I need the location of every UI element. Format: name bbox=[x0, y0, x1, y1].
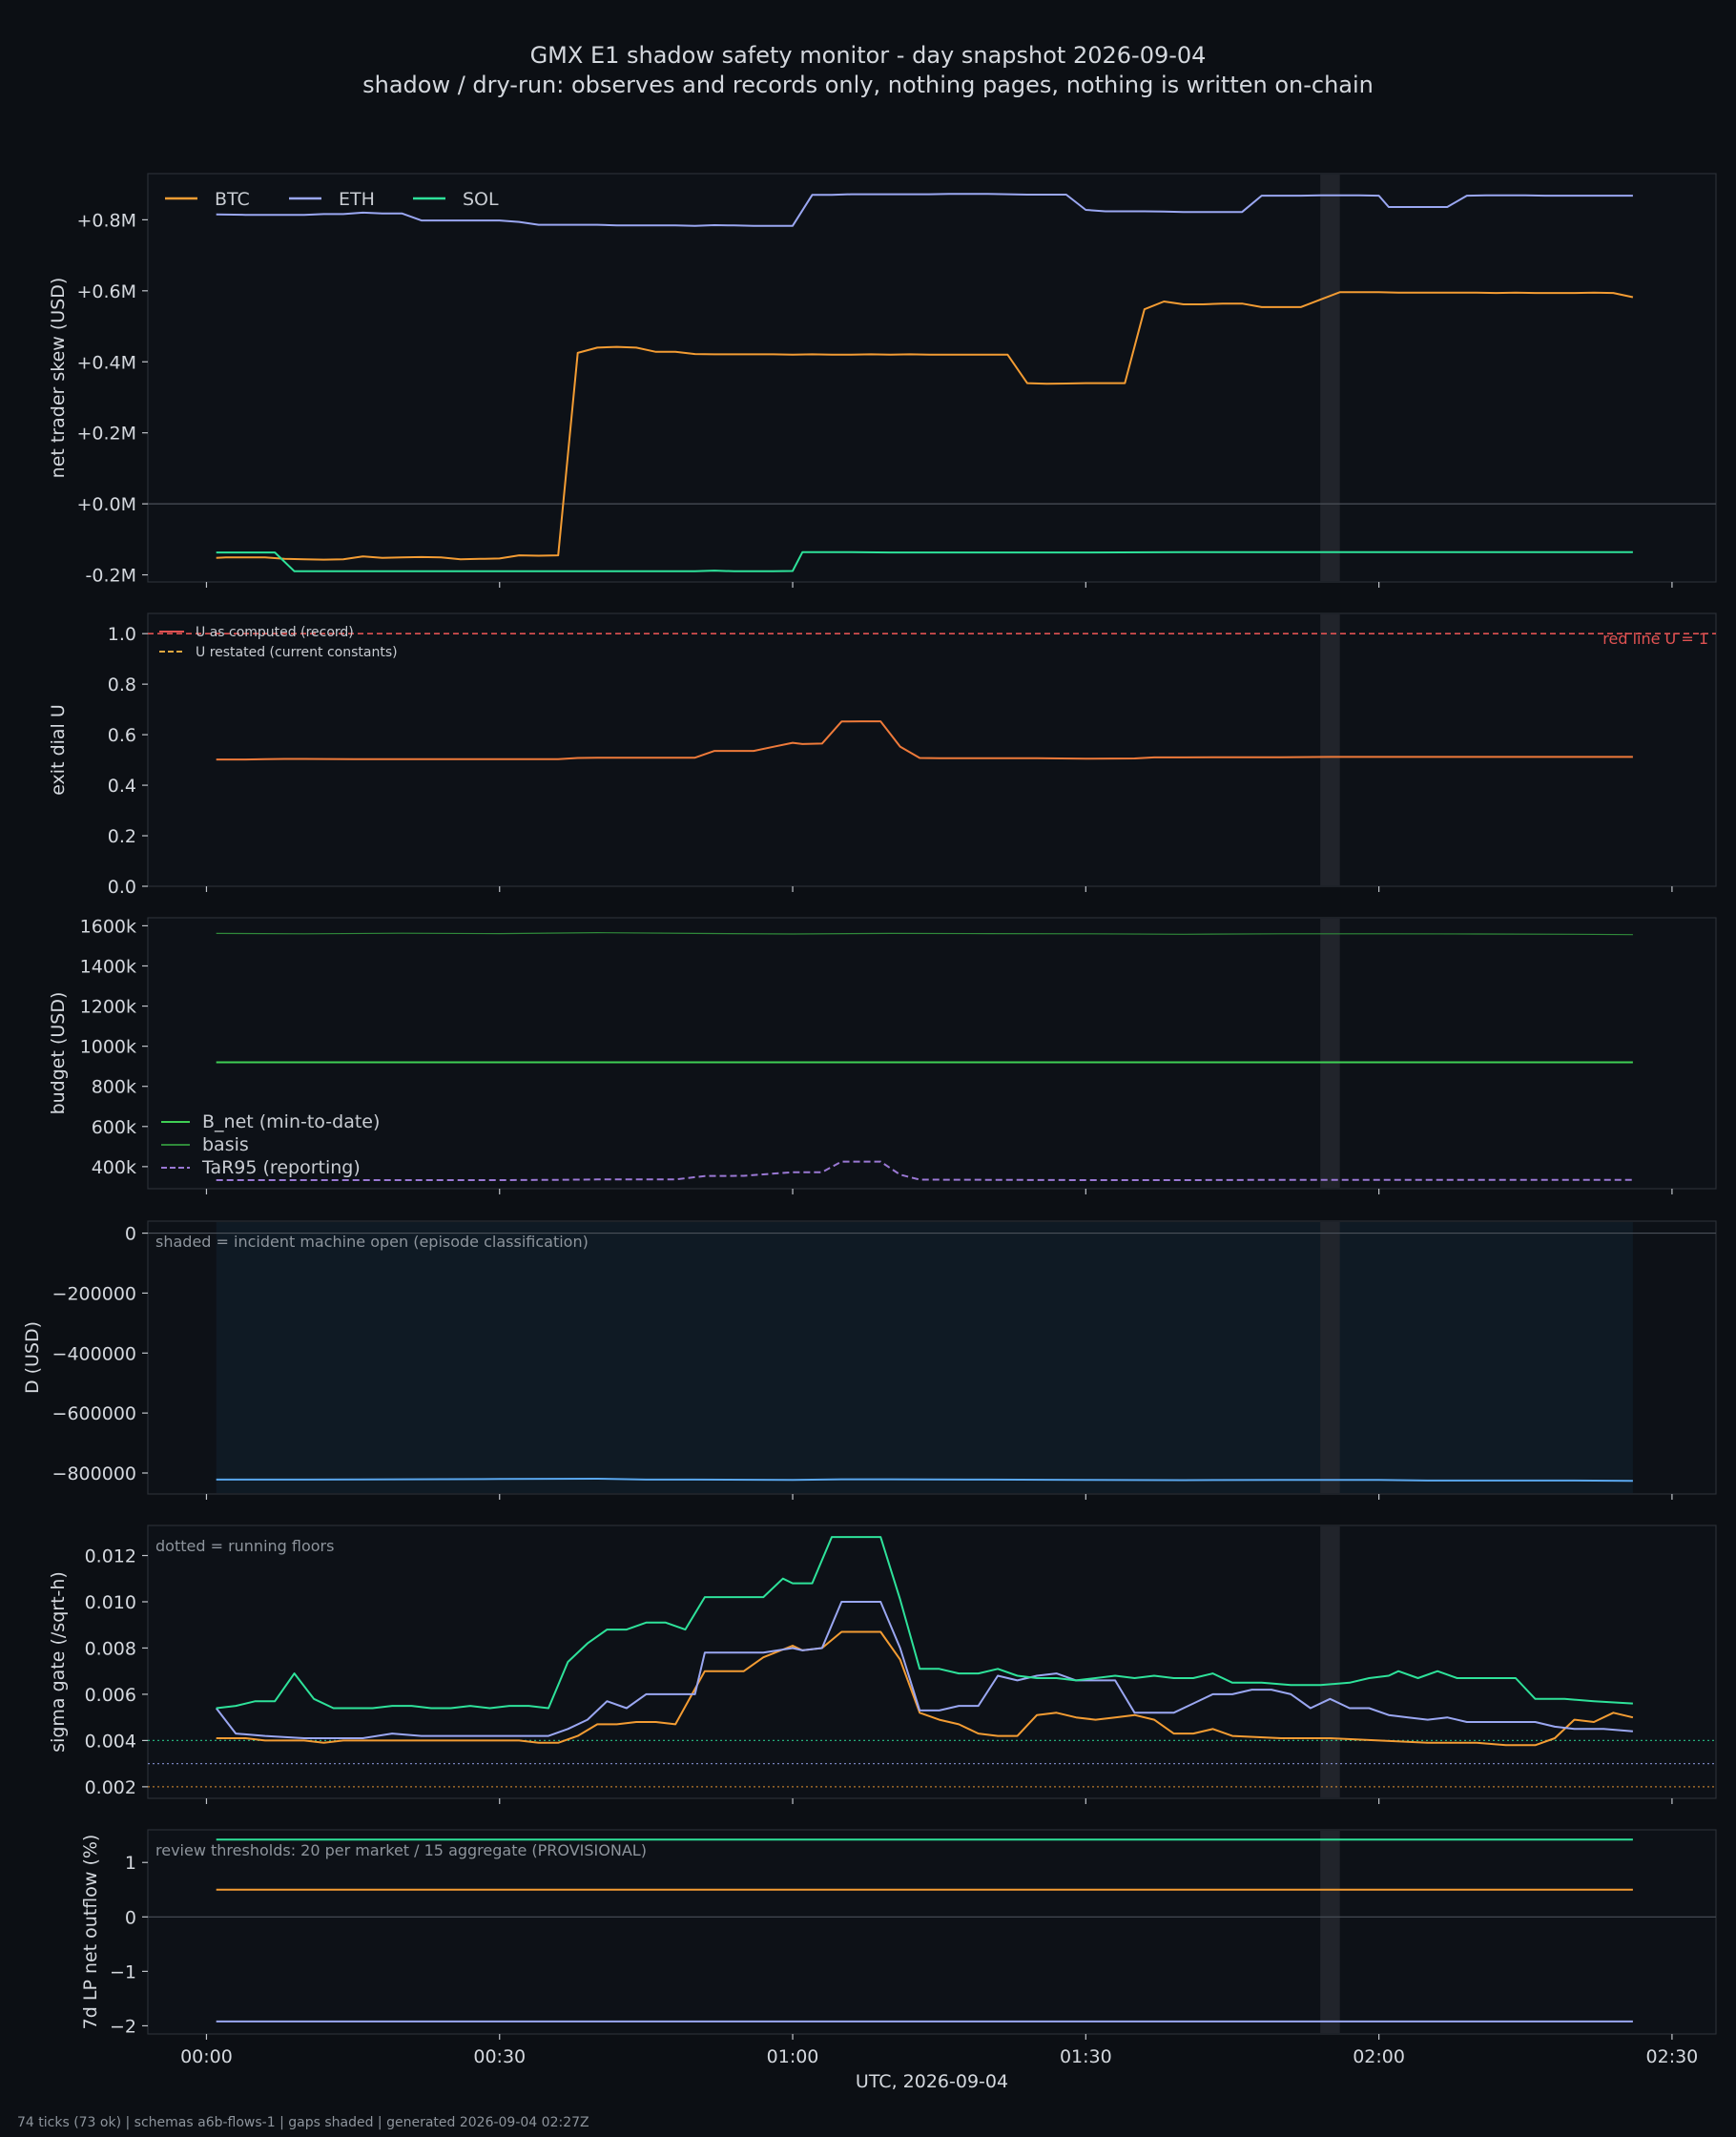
series-line-tar95-reporting- bbox=[216, 1160, 1633, 1181]
y-tick-label: 0 bbox=[125, 1224, 136, 1245]
plot-area bbox=[147, 612, 1717, 887]
x-tick-label: 01:30 bbox=[1060, 2046, 1112, 2067]
x-axis-label: UTC, 2026-09-04 bbox=[856, 2071, 1008, 2092]
gap-shade bbox=[1320, 614, 1340, 885]
y-axis-label: budget (USD) bbox=[48, 992, 69, 1115]
chart-subtitle: shadow / dry-run: observes and records o… bbox=[362, 72, 1374, 98]
y-tick-label: +0.6M bbox=[76, 281, 136, 302]
y-tick-label: 0.008 bbox=[85, 1638, 136, 1659]
panel-sigma: 0.002 0.004 0.006 0.008 0.010 0.012 sigma gate… bbox=[48, 1525, 1717, 1804]
footer-status: 74 ticks (73 ok) | schemas a6b-flows-1 |… bbox=[17, 2115, 589, 2130]
series-line-basis bbox=[216, 932, 1633, 936]
legend-label: U restated (current constants) bbox=[196, 645, 398, 660]
legend-label: B_net (min-to-date) bbox=[202, 1111, 380, 1132]
y-tick-label: −600000 bbox=[52, 1403, 136, 1424]
y-axis-label: exit dial U bbox=[48, 704, 69, 796]
panel-note: review thresholds: 20 per market / 15 ag… bbox=[155, 1841, 647, 1859]
y-tick-label: 0.0 bbox=[108, 877, 136, 898]
y-tick-label: 0.012 bbox=[85, 1546, 136, 1567]
y-tick-label: 1400k bbox=[80, 956, 136, 977]
y-tick-label: −200000 bbox=[52, 1283, 136, 1304]
y-tick-label: −400000 bbox=[52, 1343, 136, 1364]
x-tick-label: 02:30 bbox=[1646, 2046, 1699, 2067]
y-tick-label: −2 bbox=[110, 2016, 136, 2037]
panel-note: shaded = incident machine open (episode … bbox=[155, 1233, 589, 1251]
legend-label: U as computed (record) bbox=[196, 625, 354, 640]
y-axis-label: 7d LP net outflow (%) bbox=[80, 1835, 101, 2030]
legend-label: TaR95 (reporting) bbox=[201, 1157, 361, 1178]
red-line-label: red line U = 1 bbox=[1602, 630, 1708, 648]
y-tick-label: 400k bbox=[92, 1157, 136, 1178]
panel-drawdown: 0 −200000 −400000 −600000 −800000 D (USD) shad… bbox=[22, 1220, 1717, 1500]
y-axis-label: net trader skew (USD) bbox=[48, 278, 69, 479]
chart-title: GMX E1 shadow safety monitor - day snaps… bbox=[530, 42, 1207, 69]
y-axis-label: sigma gate (/sqrt-h) bbox=[48, 1571, 69, 1753]
y-tick-label: 0 bbox=[125, 1907, 136, 1928]
series-line-btc bbox=[216, 291, 1634, 561]
y-tick-label: 600k bbox=[92, 1117, 136, 1138]
x-tick-label: 00:00 bbox=[180, 2046, 233, 2067]
y-tick-label: +0.2M bbox=[76, 424, 136, 445]
series-line-eth bbox=[215, 1601, 1633, 1739]
gap-shade bbox=[1320, 1526, 1340, 1797]
panels: -0.2M +0.0M +0.2M +0.4M +0.6M +0.8M net trader… bbox=[22, 173, 1717, 2067]
legend-label: BTC bbox=[215, 189, 250, 210]
series-line-sol bbox=[216, 550, 1633, 572]
panel-lp: −2 −1 0 1 7d LP net outflow (%) review thresh… bbox=[80, 1829, 1717, 2067]
y-tick-label: 1 bbox=[125, 1853, 136, 1874]
y-tick-label: 1200k bbox=[80, 997, 136, 1018]
y-tick-label: +0.0M bbox=[76, 494, 136, 515]
y-tick-label: −1 bbox=[110, 1961, 136, 1982]
plot-area bbox=[147, 1525, 1717, 1799]
y-axis-label: D (USD) bbox=[22, 1321, 43, 1394]
series-line-d bbox=[216, 1478, 1633, 1483]
panel-skew: -0.2M +0.0M +0.2M +0.4M +0.6M +0.8M net trader… bbox=[48, 173, 1717, 588]
legend-label: basis bbox=[202, 1134, 249, 1155]
panel-exit: red line U = 1 0.0 0.2 0.4 0.6 0.8 1.0 exit dia… bbox=[48, 612, 1717, 898]
x-tick-label: 00:30 bbox=[473, 2046, 526, 2067]
y-tick-label: +0.8M bbox=[76, 210, 136, 231]
legend-label: ETH bbox=[339, 189, 375, 210]
legend-label: SOL bbox=[463, 189, 499, 210]
y-tick-label: 1000k bbox=[80, 1037, 136, 1058]
gap-shade bbox=[1320, 919, 1340, 1188]
y-tick-label: 1.0 bbox=[108, 624, 136, 645]
y-tick-label: 0.2 bbox=[108, 826, 136, 847]
y-tick-label: 0.006 bbox=[85, 1685, 136, 1706]
y-tick-label: -0.2M bbox=[86, 566, 136, 587]
series-line-sol bbox=[216, 1536, 1633, 1710]
plot-area bbox=[147, 1829, 1717, 2035]
x-tick-label: 01:00 bbox=[767, 2046, 819, 2067]
gap-shade bbox=[1320, 1831, 1340, 2033]
series-line-u-as-computed-record- bbox=[216, 720, 1633, 761]
gap-shade bbox=[1320, 175, 1340, 581]
y-tick-label: +0.4M bbox=[76, 352, 136, 373]
panel-note: dotted = running floors bbox=[155, 1537, 334, 1555]
plot-area bbox=[147, 917, 1717, 1190]
y-tick-label: 0.004 bbox=[85, 1731, 136, 1752]
panel-budget: 400k 600k 800k 1000k 1200k 1400k 1600k budget (… bbox=[48, 916, 1717, 1194]
y-tick-label: 1600k bbox=[80, 916, 136, 937]
y-tick-label: 0.6 bbox=[108, 725, 136, 746]
y-tick-label: −800000 bbox=[52, 1463, 136, 1484]
y-tick-label: 800k bbox=[92, 1077, 136, 1098]
series-line-btc bbox=[216, 1630, 1634, 1747]
x-tick-label: 02:00 bbox=[1353, 2046, 1405, 2067]
incident-shade bbox=[216, 1222, 1633, 1493]
series-line-eth bbox=[216, 193, 1633, 227]
y-tick-label: 0.002 bbox=[85, 1777, 136, 1798]
y-tick-label: 0.8 bbox=[108, 674, 136, 695]
y-tick-label: 0.010 bbox=[85, 1592, 136, 1613]
y-tick-label: 0.4 bbox=[108, 776, 136, 797]
plot-area bbox=[147, 173, 1717, 583]
gap-shade bbox=[1320, 1222, 1340, 1493]
